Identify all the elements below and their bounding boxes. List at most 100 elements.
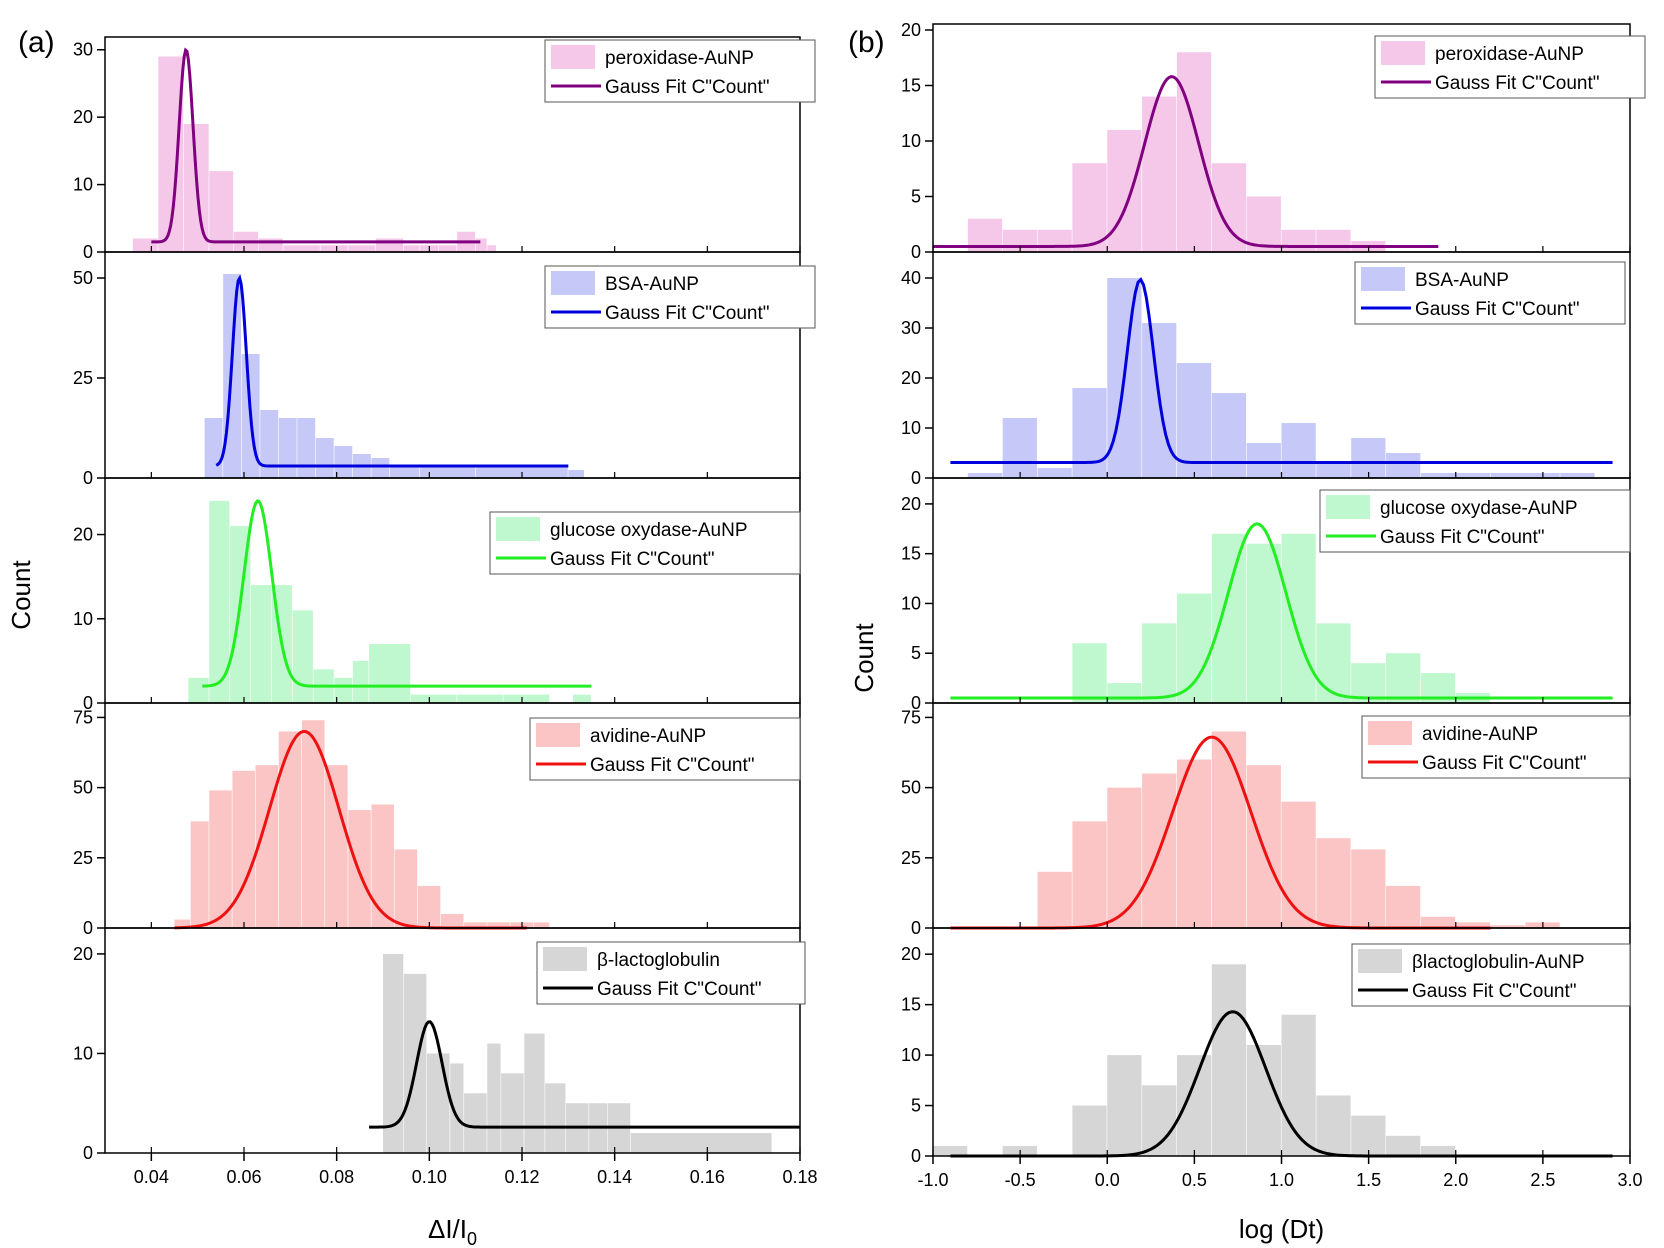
y-tick-label: 20 xyxy=(901,494,921,514)
legend-bar-swatch xyxy=(551,271,595,295)
legend-bar-label: βlactoglobulin-AuNP xyxy=(1412,952,1585,973)
legend-line-label: Gauss Fit C"Count" xyxy=(597,979,762,1000)
y-tick-label: 0 xyxy=(83,1143,93,1163)
y-tick-label: 25 xyxy=(73,848,93,868)
y-tick-label: 20 xyxy=(73,525,93,545)
histogram-bar xyxy=(383,953,404,1153)
subplot-1: 0 5 10 15 20 peroxidase-AuNP Gauss Fit C"Count… xyxy=(901,20,1646,262)
subplot-2: 0 10 20 30 40 BSA-AuNP Gauss Fit C"Count" xyxy=(901,251,1631,488)
histogram-bar xyxy=(572,694,591,703)
y-tick-label: 30 xyxy=(901,318,921,338)
histogram-bar xyxy=(1490,473,1560,478)
histogram-bar xyxy=(1072,163,1107,252)
legend: avidine-AuNP Gauss Fit C"Count" xyxy=(1361,715,1631,779)
legend-bar-swatch xyxy=(1381,41,1425,65)
y-tick-label: 20 xyxy=(73,944,93,964)
histogram-bar xyxy=(209,171,234,252)
y-tick-label: 0 xyxy=(83,242,93,262)
histogram-bar xyxy=(301,720,325,928)
histogram-bar xyxy=(369,644,411,703)
y-tick-label: 0 xyxy=(911,1146,921,1166)
y-tick-label: 0 xyxy=(911,918,921,938)
histogram-bar xyxy=(188,677,209,703)
histogram-bar xyxy=(1211,964,1247,1156)
y-tick-label: 0 xyxy=(911,468,921,488)
histogram-bar xyxy=(464,922,487,928)
histogram-bar xyxy=(352,660,369,703)
y-tick-label: 10 xyxy=(901,418,921,438)
subplot-5: 0 10 20 β-lactoglobulin Gauss Fit C"Count" xyxy=(73,927,806,1163)
x-tick-label: 0.12 xyxy=(504,1167,539,1187)
gauss-fit-line xyxy=(950,277,1613,464)
histogram-bar xyxy=(297,418,316,478)
x-tick-label: 0.0 xyxy=(1095,1170,1120,1190)
x-axis-label-subscript: 0 xyxy=(467,1229,477,1248)
histogram-bar xyxy=(255,765,279,928)
histogram-bar xyxy=(1211,731,1247,928)
histogram-bar xyxy=(440,913,464,928)
histogram-bar xyxy=(232,770,255,928)
y-tick-label: 50 xyxy=(73,778,93,798)
y-tick-label: 0 xyxy=(83,693,93,713)
histogram-bar xyxy=(533,922,550,928)
x-tick-label: 3.0 xyxy=(1617,1170,1642,1190)
histogram-bar xyxy=(1281,533,1316,703)
histogram-bar xyxy=(1107,129,1142,252)
histogram-bar xyxy=(1316,623,1351,703)
histogram-bar xyxy=(320,245,348,252)
histogram-bar xyxy=(1386,885,1421,928)
histogram-bar xyxy=(315,438,334,478)
histogram-bar xyxy=(1072,1105,1107,1156)
legend-line-label: Gauss Fit C"Count" xyxy=(605,77,770,98)
legend-bar-swatch xyxy=(1326,495,1370,519)
subplot-3: 0 10 20 glucose oxydase-AuNP Gauss Fit C"Cou… xyxy=(73,477,801,713)
legend-line-label: Gauss Fit C"Count" xyxy=(605,303,770,324)
legend-bar-label: β-lactoglobulin xyxy=(597,950,720,971)
x-tick-label: 0.14 xyxy=(597,1167,632,1187)
y-tick-label: 0 xyxy=(911,242,921,262)
x-tick-label: 1.0 xyxy=(1269,1170,1294,1190)
y-tick-label: 50 xyxy=(901,778,921,798)
histogram-bar xyxy=(292,610,313,703)
x-axis-label: log (Dt) xyxy=(1239,1214,1324,1244)
histogram-bar xyxy=(1246,543,1281,703)
legend: peroxidase-AuNP Gauss Fit C"Count" xyxy=(1374,35,1646,99)
histogram-bar xyxy=(1281,801,1316,928)
x-axis-label: ΔI/I0 xyxy=(428,1214,477,1248)
histogram-bar xyxy=(1176,759,1212,928)
histogram-bar xyxy=(1107,787,1142,928)
histogram-bar xyxy=(190,821,209,928)
y-tick-label: 5 xyxy=(911,643,921,663)
legend: glucose oxydase-AuNP Gauss Fit C"Count" xyxy=(489,511,801,575)
histogram-bar xyxy=(410,694,457,703)
legend: glucose oxydase-AuNP Gauss Fit C"Count" xyxy=(1319,489,1631,553)
histogram-bar xyxy=(1316,229,1351,252)
histogram-bar xyxy=(209,790,232,928)
histogram-bar xyxy=(630,1133,772,1153)
histogram-bar xyxy=(1176,52,1212,253)
legend-box xyxy=(489,511,801,575)
histogram-bar xyxy=(1142,623,1177,703)
histogram-bar xyxy=(1351,438,1386,478)
panel-b: 0 5 10 15 20 peroxidase-AuNP Gauss Fit C"Count… xyxy=(848,20,1646,1244)
histogram-bar xyxy=(933,1145,968,1156)
histogram-bar xyxy=(389,466,420,478)
histogram-bar xyxy=(1386,653,1421,703)
legend-bar-label: avidine-AuNP xyxy=(590,726,706,747)
panel-label: (b) xyxy=(848,26,885,59)
legend: avidine-AuNP Gauss Fit C"Count" xyxy=(529,717,801,781)
y-tick-label: 25 xyxy=(901,848,921,868)
legend-line-label: Gauss Fit C"Count" xyxy=(1412,981,1577,1002)
subplot-3: 0 5 10 15 20 glucose oxydase-AuNP Gauss Fit C"… xyxy=(901,477,1631,713)
y-tick-label: 75 xyxy=(901,707,921,727)
histogram-bar xyxy=(501,1073,524,1153)
histogram-bar xyxy=(278,418,297,478)
x-tick-label: 0.10 xyxy=(412,1167,447,1187)
subplot-4: 0 25 50 75 avidine-AuNP Gauss Fit C"Count" xyxy=(901,702,1631,938)
histogram-bar xyxy=(420,466,476,478)
histogram-bar xyxy=(1211,533,1247,703)
legend-line-label: Gauss Fit C"Count" xyxy=(1435,73,1600,94)
legend-bar-label: peroxidase-AuNP xyxy=(605,48,754,69)
legend-bar-label: glucose oxydase-AuNP xyxy=(550,520,748,541)
